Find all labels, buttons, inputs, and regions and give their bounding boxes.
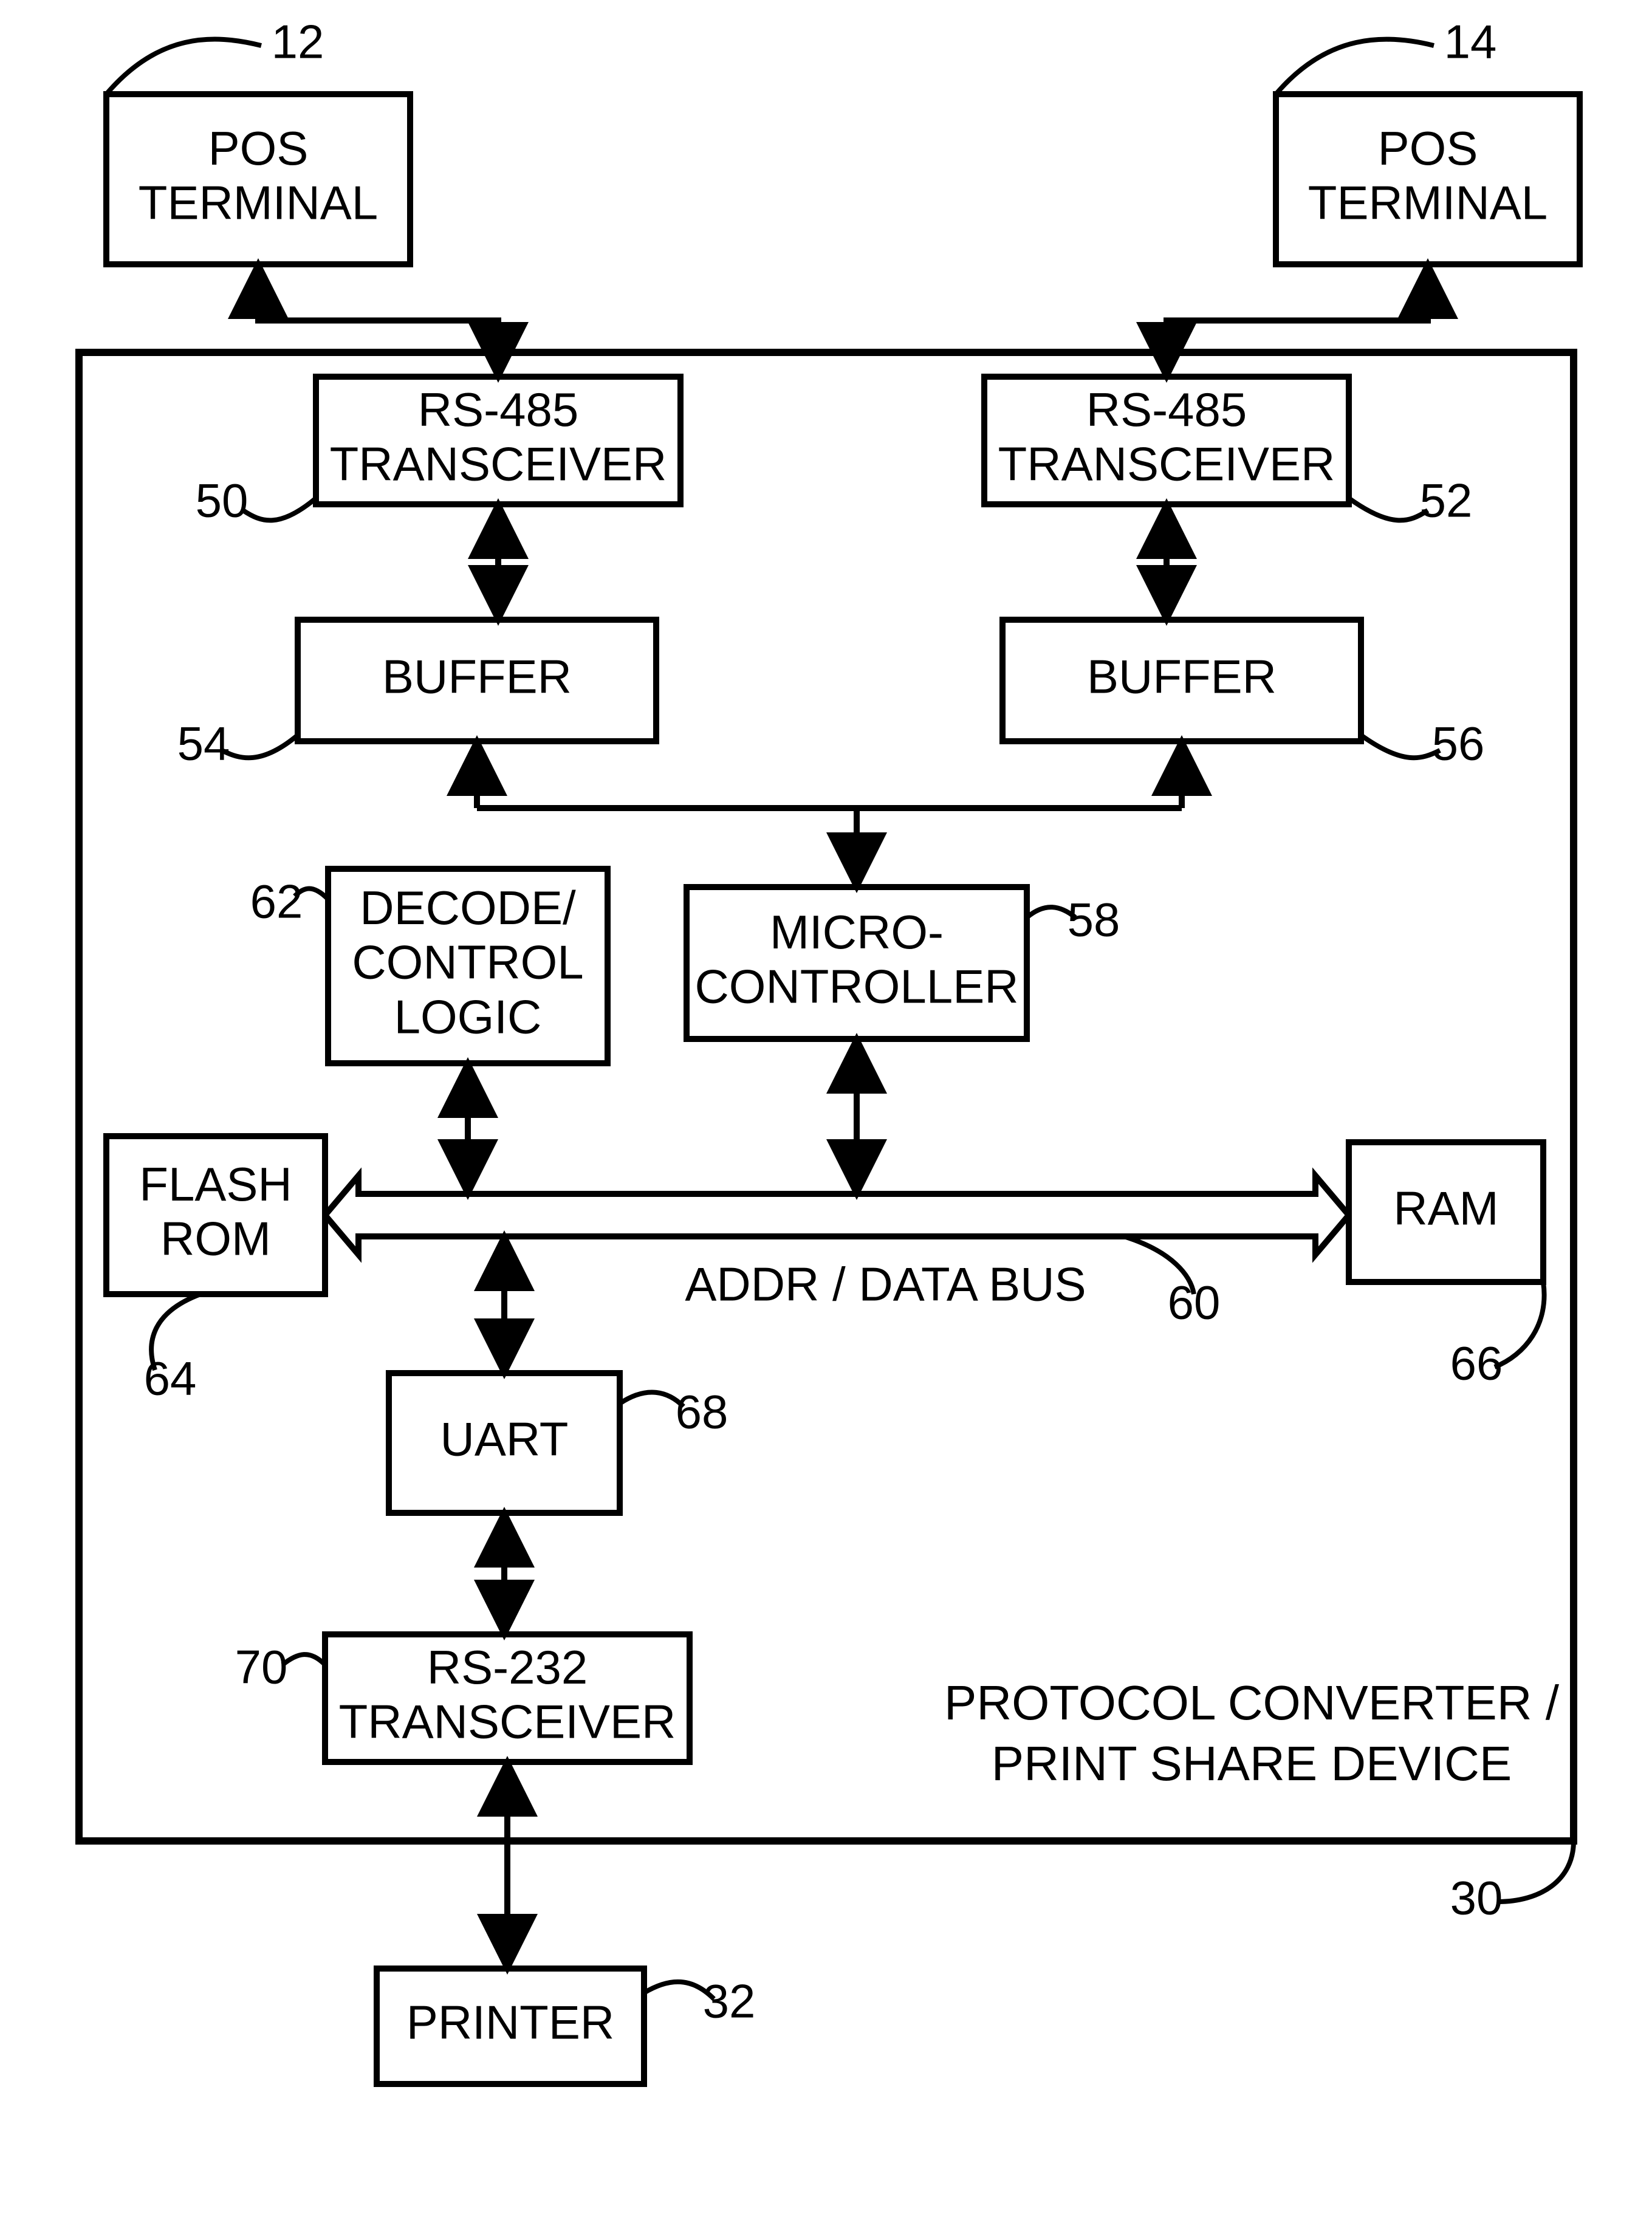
ref-leader-30 bbox=[1498, 1841, 1574, 1902]
xcvr1-label-0: RS-485 bbox=[418, 383, 578, 436]
ref-leader-14 bbox=[1276, 39, 1434, 94]
bus-label: ADDR / DATA BUS bbox=[685, 1258, 1086, 1311]
ref-32: 32 bbox=[703, 1975, 756, 2028]
protocol-converter-container bbox=[79, 352, 1574, 1841]
ref-66: 66 bbox=[1450, 1337, 1503, 1390]
xcvr3-label-1: TRANSCEIVER bbox=[339, 1695, 676, 1748]
pos1-label-0: POS bbox=[208, 122, 309, 175]
ref-54: 54 bbox=[177, 717, 230, 770]
ram-label-0: RAM bbox=[1393, 1182, 1498, 1235]
ref-56: 56 bbox=[1432, 717, 1485, 770]
decode-label-1: CONTROL bbox=[352, 936, 583, 989]
container-title-line2: PRINT SHARE DEVICE bbox=[992, 1736, 1512, 1791]
ref-52: 52 bbox=[1420, 474, 1473, 527]
flash-label-1: ROM bbox=[160, 1212, 271, 1265]
pos2-label-0: POS bbox=[1378, 122, 1478, 175]
xcvr1-label-1: TRANSCEIVER bbox=[330, 437, 667, 490]
pos2-label-1: TERMINAL bbox=[1308, 176, 1547, 229]
ref-58: 58 bbox=[1068, 893, 1120, 947]
decode-label-0: DECODE/ bbox=[360, 881, 576, 934]
buf2-label-0: BUFFER bbox=[1087, 650, 1277, 704]
flash-label-0: FLASH bbox=[139, 1157, 292, 1211]
xcvr2-label-1: TRANSCEIVER bbox=[998, 437, 1335, 490]
ref-68: 68 bbox=[676, 1385, 728, 1439]
buf1-label-0: BUFFER bbox=[382, 650, 572, 704]
pos1-label-1: TERMINAL bbox=[139, 176, 378, 229]
ref-62: 62 bbox=[250, 875, 303, 928]
ref-12: 12 bbox=[272, 15, 324, 69]
ref-leader-12 bbox=[106, 39, 261, 94]
ref-60: 60 bbox=[1168, 1276, 1221, 1329]
xcvr3-label-0: RS-232 bbox=[427, 1640, 588, 1694]
micro-label-0: MICRO- bbox=[770, 905, 944, 959]
xcvr2-label-0: RS-485 bbox=[1086, 383, 1247, 436]
printer-label-0: PRINTER bbox=[406, 1996, 614, 2049]
block-diagram: PROTOCOL CONVERTER / PRINT SHARE DEVICE AD… bbox=[0, 0, 1652, 2214]
ref-50: 50 bbox=[196, 474, 248, 527]
ref-64: 64 bbox=[144, 1352, 197, 1405]
container-title-line1: PROTOCOL CONVERTER / bbox=[944, 1676, 1560, 1730]
uart-label-0: UART bbox=[440, 1413, 569, 1466]
micro-label-1: CONTROLLER bbox=[694, 959, 1018, 1013]
ref-70: 70 bbox=[235, 1640, 288, 1694]
ref-14: 14 bbox=[1444, 15, 1497, 69]
decode-label-2: LOGIC bbox=[394, 990, 542, 1043]
ref-30: 30 bbox=[1450, 1871, 1503, 1925]
